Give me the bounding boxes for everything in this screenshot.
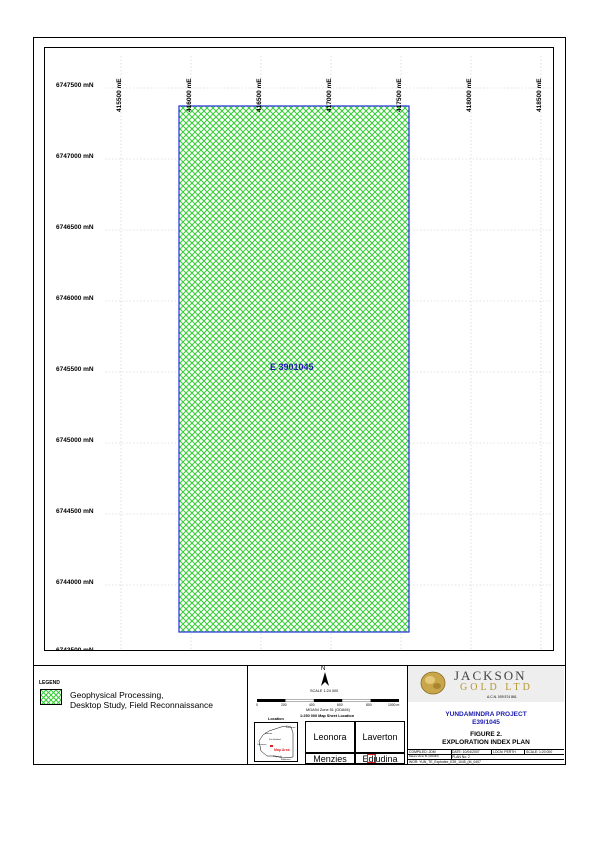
location-title: Location — [268, 717, 284, 721]
project-tenement: E39/1045 — [472, 719, 500, 726]
wa-town: Carnarvon — [257, 744, 267, 746]
northing-label: 6747000 mN — [56, 153, 94, 160]
location-text: LOCN: PERTH — [493, 750, 516, 754]
northing-label: 6743500 mN — [56, 647, 94, 651]
work-file-name: WOR: YUN_TE_Explndex_E39_1045_(M_0407 — [409, 760, 481, 764]
compiled-by: COMPILED: JDM — [409, 750, 436, 754]
northing-label: 6744500 mN — [56, 508, 94, 515]
tenement-polygon — [178, 105, 410, 633]
northing-label: 6745000 mN — [56, 437, 94, 444]
scale-bar — [257, 699, 399, 702]
info-divider — [408, 749, 564, 750]
info-divider — [408, 754, 564, 755]
northing-label: 6744000 mN — [56, 579, 94, 586]
easting-label: 418000 mE — [466, 78, 473, 112]
scale-tick: 400 — [309, 703, 315, 707]
info-divider — [451, 749, 452, 759]
easting-label: 416500 mE — [256, 78, 263, 112]
northing-label: 6745500 mN — [56, 366, 94, 373]
info-divider — [408, 759, 564, 760]
easting-label: 417500 mE — [396, 78, 403, 112]
plan-scale-text: SCALE: 1:20 000 — [526, 750, 553, 754]
legend-swatch — [40, 689, 62, 705]
datum-zone-text: Datum/ Zone 51 (GDA94) — [409, 755, 439, 758]
easting-label: 416000 mE — [186, 78, 193, 112]
northing-label: 6746500 mN — [56, 224, 94, 231]
project-location-marker — [367, 754, 376, 763]
scale-tick: 0 — [256, 703, 258, 707]
northing-label: 6746000 mN — [56, 295, 94, 302]
scale-tick: 800 — [366, 703, 372, 707]
gold-nugget-logo-icon — [418, 668, 448, 698]
easting-label: 417000 mE — [326, 78, 333, 112]
legend-item-line2: Desktop Study, Field Reconnaissance — [70, 700, 214, 710]
figure-number: FIGURE 2. — [470, 731, 502, 738]
scale-text: SCALE 1:24 000 — [310, 689, 339, 693]
location-inset-map — [254, 722, 298, 762]
date-text: DATE: 10/04/2007 — [452, 750, 480, 754]
sheet-cell: Laverton — [355, 721, 405, 753]
project-title: YUNDAMINDRA PROJECT — [445, 711, 527, 718]
map-canvas — [105, 56, 553, 650]
company-name-line2: GOLD LTD — [460, 682, 533, 693]
sheet-location-title: 1:250 000 Map Sheet Location — [300, 714, 355, 718]
wa-town: Broome — [265, 733, 273, 735]
wa-town: Kununurra — [286, 727, 296, 729]
plan-number: PLAN No: 2 — [452, 755, 470, 759]
company-acn: A.C.N. 009 574 861 — [487, 695, 517, 699]
info-divider — [491, 749, 492, 754]
scale-tick: 200 — [281, 703, 287, 707]
map-area-label: Map Area — [274, 748, 290, 752]
sheet-cell: Menzies — [305, 753, 355, 764]
easting-label: 418500 mE — [536, 78, 543, 112]
title-block — [407, 665, 565, 764]
wa-town: Port Hedland — [269, 739, 281, 741]
map-area[interactable] — [44, 47, 554, 651]
wa-town: Kalgoorlie — [273, 756, 282, 758]
tenement-label[interactable]: E 3901045 — [270, 362, 314, 372]
page-frame — [33, 37, 566, 765]
legend-item-line1: Geophysical Processing, — [70, 690, 164, 700]
legend-panel — [34, 665, 247, 765]
north-letter: N — [321, 666, 326, 672]
scale-tick: 1000 m — [388, 703, 400, 707]
figure-title: EXPLORATION INDEX PLAN — [442, 739, 530, 746]
sheet-cell: Leonora — [305, 721, 355, 753]
scale-panel — [247, 665, 407, 764]
wa-town: Esperance — [281, 759, 291, 761]
datum-text: MGA94 Zone 51 (GDA94) — [306, 708, 350, 712]
info-divider — [524, 749, 525, 754]
northing-label: 6747500 mN — [56, 82, 94, 89]
legend-title: LEGEND — [39, 680, 60, 686]
sheet-cell: Edjudina — [355, 753, 405, 764]
north-arrow-icon — [318, 668, 332, 688]
scale-tick: 600 — [337, 703, 343, 707]
company-name-line1: JACKSON — [454, 668, 527, 683]
easting-label: 415500 mE — [116, 78, 123, 112]
